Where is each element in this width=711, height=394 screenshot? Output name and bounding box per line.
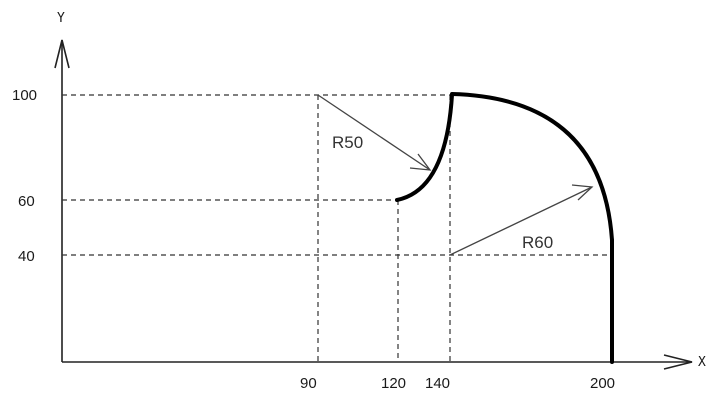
- arc-r60: [450, 92, 614, 242]
- y-tick-60: 60: [18, 193, 35, 210]
- r60-arrowhead: [571, 184, 594, 201]
- y-tick-40: 40: [18, 248, 35, 265]
- r50-arrowhead: [409, 153, 432, 171]
- axes: [54, 39, 693, 370]
- y-axis-arrowhead: [54, 39, 70, 69]
- x-tick-120: 120: [381, 375, 406, 392]
- profile: [395, 92, 614, 364]
- r50-label: R50: [332, 133, 363, 152]
- r60-arrow-line: [449, 186, 593, 256]
- radius-arrows: [317, 94, 594, 256]
- x-tick-90: 90: [300, 375, 317, 392]
- y-tick-100: 100: [12, 87, 37, 104]
- x-tick-200: 200: [590, 375, 615, 392]
- arc-r50: [395, 93, 454, 202]
- r60-label: R60: [522, 233, 553, 252]
- x-axis-arrowhead: [663, 354, 693, 370]
- x-axis-label: X: [698, 355, 706, 370]
- dashed-construction-lines: [62, 94, 612, 362]
- x-tick-140: 140: [425, 375, 450, 392]
- r50-arrow-line: [317, 94, 431, 171]
- y-axis-label: Y: [57, 11, 65, 26]
